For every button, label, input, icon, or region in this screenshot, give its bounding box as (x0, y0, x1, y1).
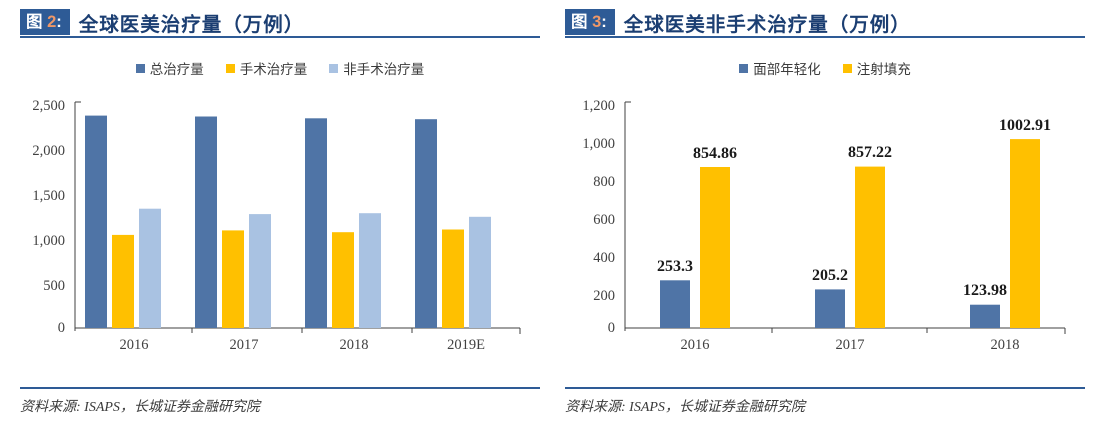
svg-text:1,000: 1,000 (32, 233, 65, 249)
svg-text:1,200: 1,200 (582, 98, 615, 114)
svg-text:500: 500 (43, 278, 65, 294)
svg-text:2016: 2016 (681, 337, 710, 352)
svg-text:1,500: 1,500 (32, 188, 65, 204)
svg-text:2,500: 2,500 (32, 98, 65, 114)
svg-text:1002.91: 1002.91 (999, 117, 1051, 134)
svg-text:123.98: 123.98 (963, 282, 1007, 299)
svg-text:200: 200 (593, 288, 615, 304)
svg-text:0: 0 (608, 320, 615, 336)
svg-text:400: 400 (593, 250, 615, 266)
svg-text:2017: 2017 (836, 337, 865, 352)
svg-text:854.86: 854.86 (693, 145, 737, 162)
svg-text:857.22: 857.22 (848, 144, 892, 161)
svg-text:2,000: 2,000 (32, 143, 65, 159)
svg-text:600: 600 (593, 212, 615, 228)
svg-text:2018: 2018 (991, 337, 1020, 352)
svg-text:253.3: 253.3 (657, 258, 693, 275)
svg-text:2018: 2018 (340, 337, 369, 352)
svg-text:2017: 2017 (230, 337, 259, 352)
svg-text:205.2: 205.2 (812, 267, 848, 284)
svg-text:0: 0 (58, 320, 65, 336)
svg-text:2016: 2016 (120, 337, 149, 352)
svg-text:2019E: 2019E (447, 337, 485, 352)
svg-text:1,000: 1,000 (582, 136, 615, 152)
svg-text:800: 800 (593, 174, 615, 190)
